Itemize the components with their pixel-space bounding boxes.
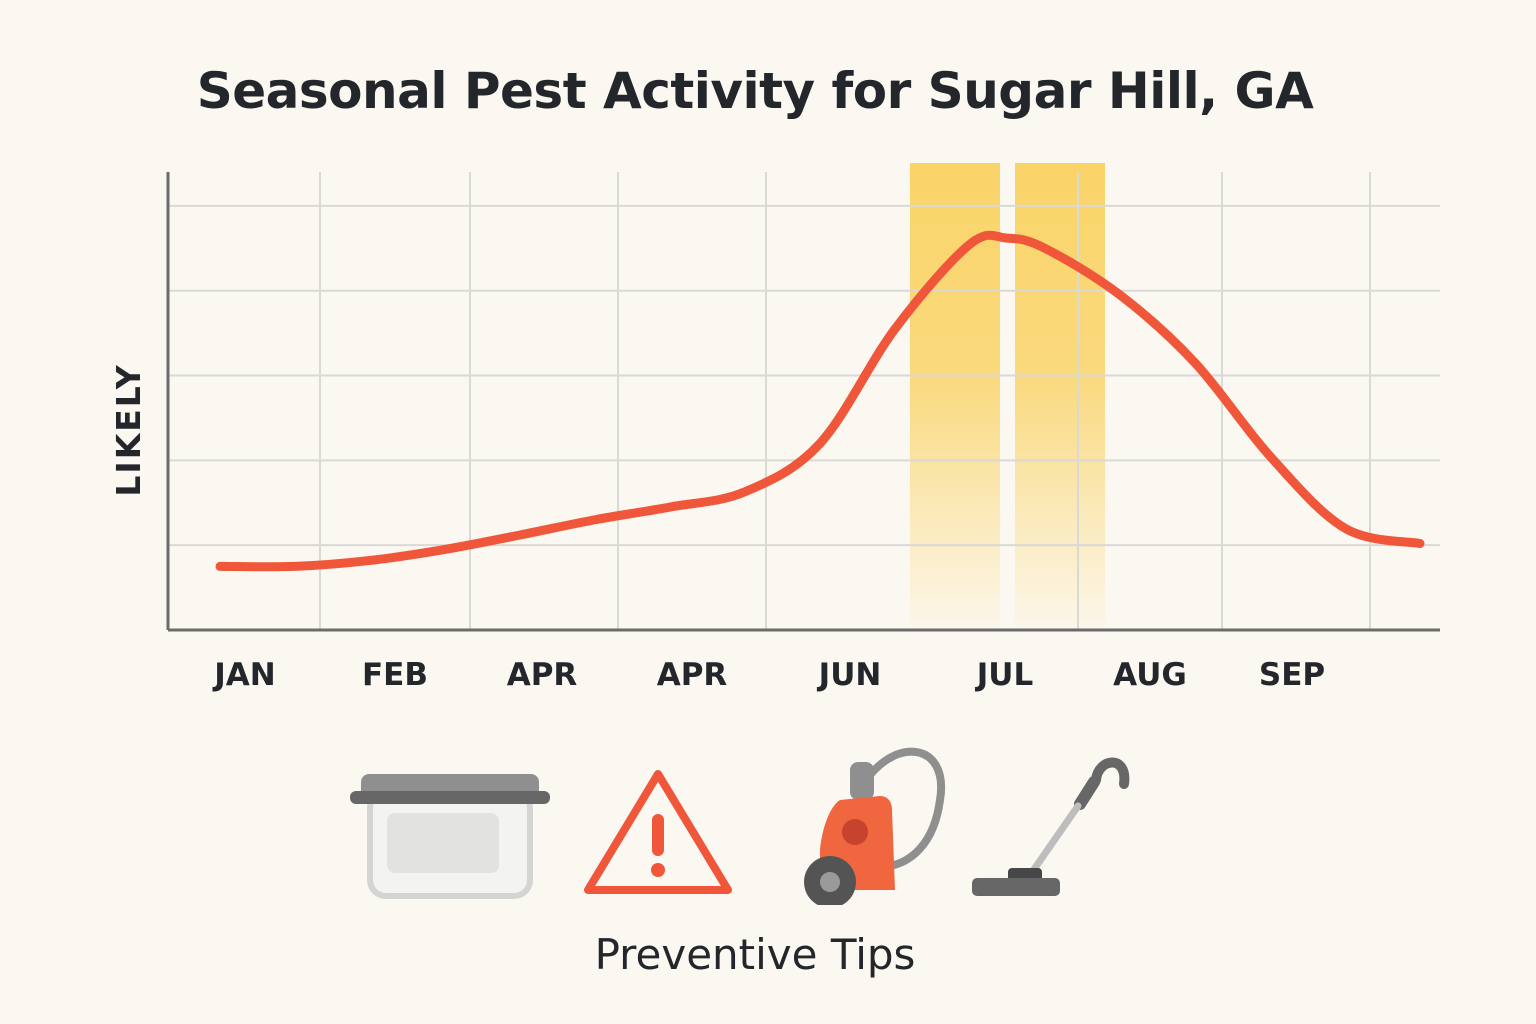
y-axis-label: LIKELY — [109, 363, 148, 496]
canister-vacuum-icon — [804, 747, 946, 905]
x-tick-label: AUG — [1113, 657, 1187, 693]
x-tick-label: JUN — [817, 657, 882, 693]
highlight-bands — [910, 163, 1105, 628]
x-tick-label: FEB — [362, 657, 428, 693]
highlight-band-2 — [1015, 163, 1105, 628]
x-tick-label: APR — [657, 657, 728, 693]
warning-icon — [584, 770, 732, 894]
grid-lines — [168, 172, 1440, 630]
x-tick-label: APR — [507, 657, 578, 693]
preventive-tips-caption: Preventive Tips — [594, 930, 916, 979]
pest-activity-line — [215, 230, 1425, 572]
x-tick-label: JAN — [212, 657, 275, 693]
x-tick-label: JUL — [975, 657, 1033, 693]
food-container-icon — [350, 774, 550, 899]
x-tick-label: SEP — [1259, 657, 1325, 693]
x-tick-labels: JAN FEB APR APR JUN JUL AUG SEP — [212, 657, 1325, 693]
series-lines — [215, 230, 1425, 572]
axes — [166, 172, 1440, 632]
chart-title: Seasonal Pest Activity for Sugar Hill, G… — [196, 62, 1314, 120]
chart: JAN FEB APR APR JUN JUL AUG SEP LIKELY — [109, 163, 1440, 693]
highlight-band-1 — [910, 163, 1000, 628]
stick-vacuum-icon — [972, 757, 1130, 896]
